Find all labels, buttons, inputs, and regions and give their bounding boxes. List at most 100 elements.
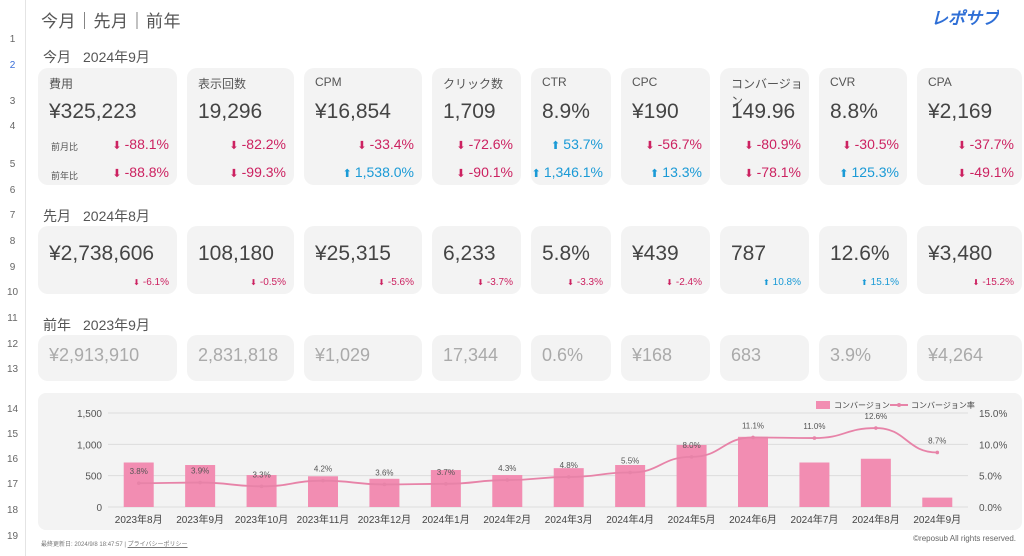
metric-card-current: CPM ¥16,854 ⬇ -33.4% ⬆ 1,538.0% (304, 68, 422, 185)
arrow-down-icon: ⬇ (456, 140, 466, 152)
mom-change: ⬆ 10.8% (763, 277, 801, 288)
metric-value: 8.8% (830, 100, 878, 123)
metric-value: ¥1,029 (315, 345, 371, 365)
row-number[interactable]: 6 (9, 185, 16, 196)
row-number[interactable]: 19 (6, 531, 19, 542)
row-number[interactable]: 2 (0, 56, 25, 73)
arrow-up-icon: ⬆ (649, 168, 660, 180)
current-month-heading: 今月 2024年9月 (43, 47, 150, 67)
row-number[interactable]: 11 (7, 313, 18, 324)
row-number[interactable]: 15 (6, 429, 19, 440)
metric-card-previous: ¥439 ⬇ -2.4% (621, 226, 710, 294)
conversion-chart-panel: 1,500 15.0% 1,000 10.0% 500 5.0% 0 0.0% 3.8% 3.9%… (38, 393, 1022, 530)
copyright: ©reposub All rights reserved. (913, 534, 1016, 543)
arrow-down-icon: ⬇ (666, 278, 673, 287)
metric-card-last-year: ¥4,264 (917, 335, 1022, 381)
mom-change-value: -82.2% (241, 136, 286, 152)
yoy-change-value: 125.3% (851, 164, 899, 180)
arrow-down-icon: ⬇ (972, 278, 980, 287)
row-number[interactable]: 12 (6, 339, 19, 350)
legend-line-label: コンバージョン率 (911, 400, 975, 410)
metric-value: ¥16,854 (315, 100, 391, 123)
rate-data-label: 4.8% (560, 461, 578, 470)
yoy-change: ⬇ -90.1% (456, 164, 513, 180)
mom-change: ⬇ -82.2% (229, 136, 286, 152)
yoy-change: ⬇ -99.3% (229, 164, 286, 180)
row-number[interactable]: 7 (9, 210, 16, 221)
row-number[interactable]: 17 (6, 479, 19, 490)
metric-value: 5.8% (542, 242, 590, 265)
mom-change: ⬇ -15.2% (973, 277, 1014, 288)
mom-change: ⬇ -6.1% (133, 277, 169, 288)
metric-card-last-year: 3.9% (819, 335, 907, 381)
metric-card-previous: 5.8% ⬇ -3.3% (531, 226, 611, 294)
mom-change-value: 53.7% (563, 136, 603, 152)
row-number[interactable]: 3 (9, 96, 16, 107)
row-number[interactable]: 1 (9, 34, 16, 45)
row-number[interactable]: 5 (9, 159, 16, 170)
y-left-tick: 500 (85, 472, 102, 483)
line-point (259, 484, 264, 489)
current-month-label: 今月 (43, 49, 71, 65)
arrow-up-icon: ⬆ (550, 140, 561, 152)
arrow-up-icon: ⬆ (342, 168, 352, 180)
line-point (198, 480, 202, 485)
mom-change: ⬇ -30.5% (842, 136, 899, 152)
metric-card-current: 表示回数 19,296 ⬇ -82.2% ⬇ -99.3% (187, 68, 294, 185)
metric-card-last-year: ¥168 (621, 335, 710, 381)
rate-data-label: 8.0% (682, 441, 700, 450)
bar-conversion (922, 497, 953, 507)
x-tick-label: 2024年9月 (913, 513, 961, 526)
row-number[interactable]: 8 (9, 236, 16, 247)
yoy-change: ⬇ -88.8% (112, 164, 169, 180)
x-tick-label: 2023年9月 (176, 513, 224, 526)
metric-value: ¥168 (632, 345, 673, 365)
last-updated: 最終更新日: 2024/9/8 18:47:57 (41, 542, 123, 548)
arrow-down-icon: ⬇ (645, 140, 655, 152)
last-year-date: 2023年9月 (83, 317, 150, 333)
row-number[interactable]: 14 (6, 404, 19, 415)
yoy-label: 前年比 (51, 171, 79, 181)
mom-change: ⬇ -33.4% (357, 136, 414, 152)
metric-card-previous: 12.6% ⬆ 15.1% (819, 226, 907, 294)
metric-value: 12.6% (830, 242, 890, 265)
yoy-change-value: -88.8% (124, 164, 169, 180)
metric-value: 0.6% (542, 345, 584, 365)
x-tick-label: 2024年8月 (852, 513, 900, 526)
yoy-change-value: -90.1% (468, 164, 513, 180)
row-number[interactable]: 16 (6, 454, 19, 465)
rate-data-label: 3.8% (130, 467, 148, 476)
row-number[interactable]: 4 (9, 121, 16, 132)
bar-conversion (799, 462, 830, 507)
row-number[interactable]: 9 (9, 262, 16, 273)
arrow-down-icon: ⬇ (842, 140, 852, 152)
mom-change-value: -33.4% (369, 136, 414, 152)
row-number[interactable]: 18 (6, 505, 19, 516)
yoy-change: ⬆ 1,346.1% (531, 164, 603, 180)
last-year-heading: 前年 2023年9月 (43, 315, 150, 335)
bar-conversion (860, 458, 891, 507)
mom-change-value: -3.7% (486, 277, 513, 288)
metric-value: 8.9% (542, 100, 590, 123)
metric-value: ¥3,480 (928, 242, 993, 265)
metric-value: 19,296 (198, 100, 263, 123)
page-title: 今月｜先月｜前年 (41, 12, 181, 31)
row-number[interactable]: 10 (6, 287, 19, 298)
arrow-down-icon: ⬇ (112, 140, 122, 152)
metric-card-current: コンバージョン 149.96 ⬇ -80.9% ⬇ -78.1% (720, 68, 809, 185)
metric-card-previous: 787 ⬆ 10.8% (720, 226, 809, 294)
line-point (321, 478, 325, 483)
arrow-down-icon: ⬇ (744, 168, 754, 180)
rate-data-label: 3.7% (437, 468, 455, 477)
metric-card-last-year: ¥1,029 (304, 335, 422, 381)
privacy-policy-link[interactable]: プライバシーポリシー (127, 542, 188, 548)
mom-change: ⬇ -3.3% (567, 277, 603, 288)
metric-value: ¥2,913,910 (49, 345, 140, 365)
mom-change: ⬆ 15.1% (861, 277, 899, 288)
rate-data-label: 11.1% (742, 421, 764, 430)
metric-card-current: 費用 ¥325,223 前月比 前年比 ⬇ -88.1% ⬇ -88.8% (38, 68, 177, 185)
metric-card-previous: 108,180 ⬇ -0.5% (187, 226, 294, 294)
row-number[interactable]: 13 (6, 364, 19, 375)
mom-change-value: -5.6% (387, 277, 414, 288)
legend-line-dot (897, 403, 901, 407)
